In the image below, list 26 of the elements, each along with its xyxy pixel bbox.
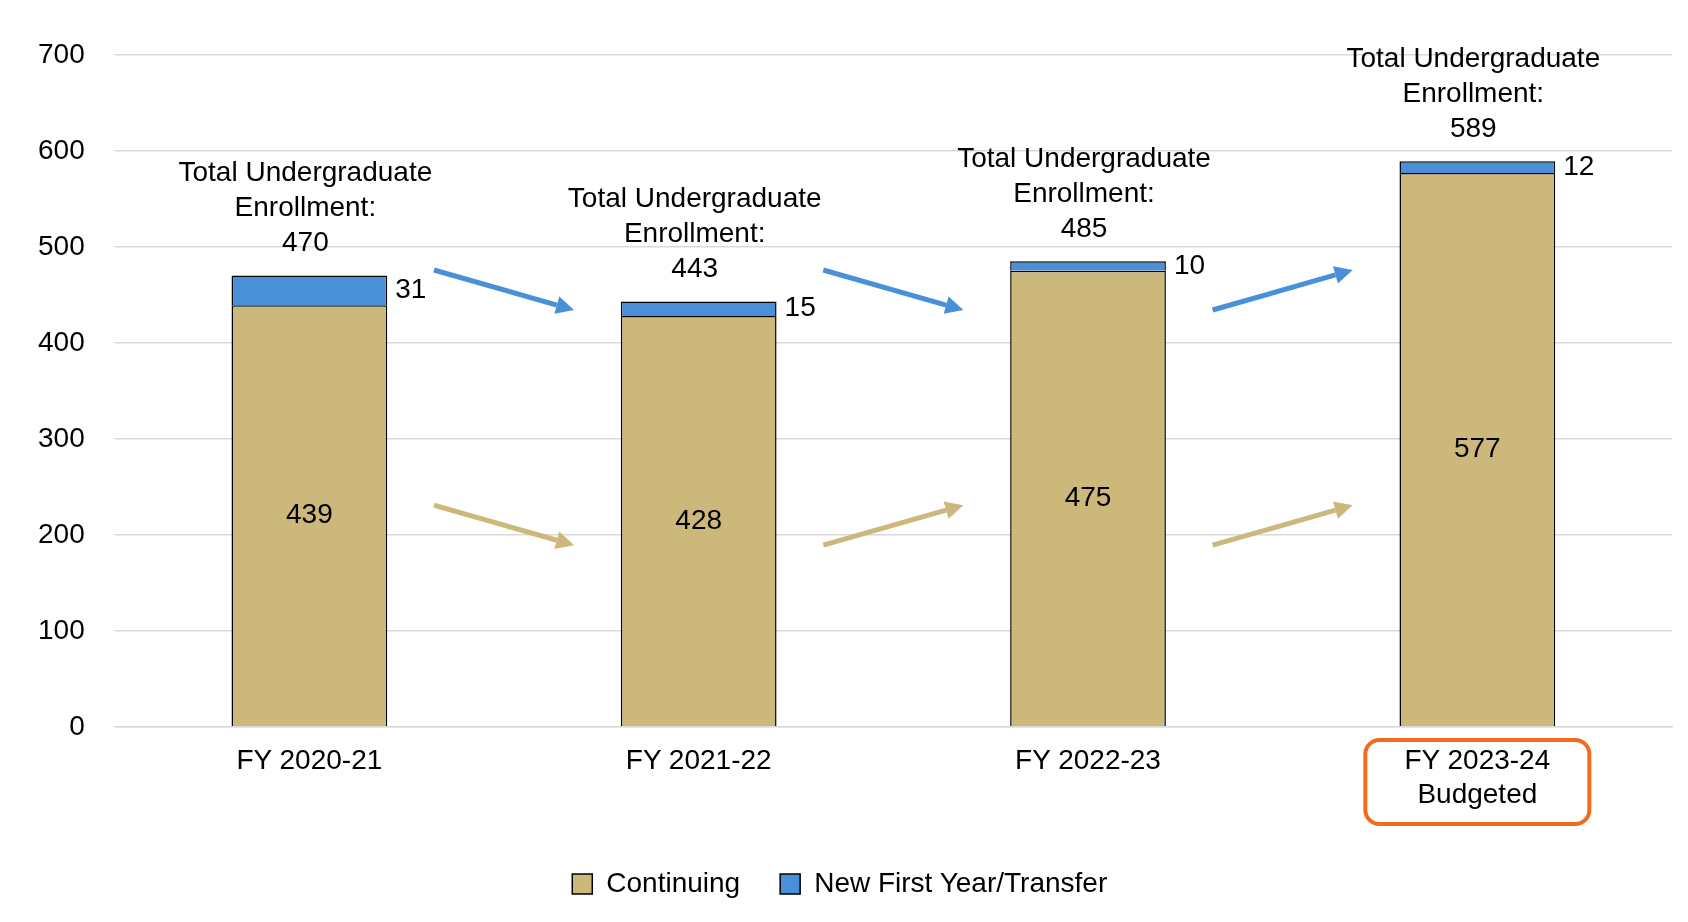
total-label: Total Undergraduate Enrollment: 485 [957,141,1211,243]
data-label: 10 [1173,248,1206,280]
x-tick-label: FY 2023-24 Budgeted [1404,744,1551,809]
y-tick-label: 200 [38,517,85,549]
data-label: 428 [675,503,723,535]
total-label: Total Undergraduate Enrollment: 589 [1346,42,1601,144]
y-tick-label: 0 [69,709,85,741]
data-label: 12 [1563,149,1595,181]
legend-label: New First Year/Transfer [814,866,1108,898]
y-tick-label: 500 [38,229,85,261]
x-tick-label: FY 2021-22 [625,744,772,776]
y-tick-label: 300 [38,421,85,453]
data-label: 475 [1064,481,1112,513]
y-tick-label: 100 [38,613,85,645]
data-label: 439 [286,498,333,530]
y-tick-label: 600 [38,133,85,165]
data-label: 31 [395,273,427,305]
total-label: Total Undergraduate Enrollment: 470 [178,156,433,258]
y-tick-label: 400 [38,325,85,357]
data-label: 15 [784,291,816,323]
data-label: 577 [1453,432,1501,464]
y-tick-label: 700 [38,37,85,69]
legend-label: Continuing [606,866,741,898]
x-tick-label: FY 2022-23 [1015,744,1161,776]
x-tick-label: FY 2020-21 [236,744,383,776]
total-label: Total Undergraduate Enrollment: 443 [567,182,822,284]
